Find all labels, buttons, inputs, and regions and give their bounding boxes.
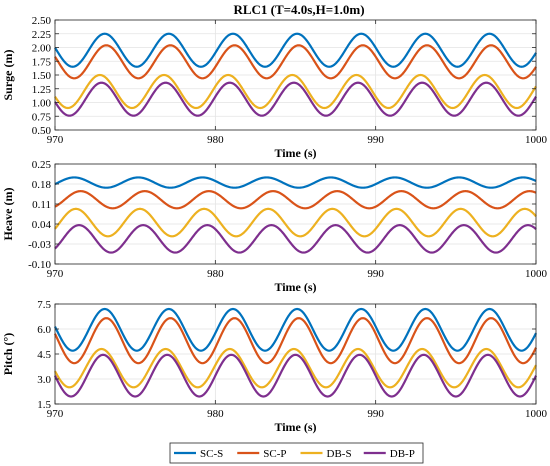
x-tick-label: 970 [47,408,64,420]
y-tick-label: 0.50 [32,125,52,137]
chart-panels: 0.50 0.751.00 1.25 1.50 1.752.00 2.25 2.50 970 9… [1,15,548,434]
chart-panel-3: 1.5 3.0 4.5 6.0 7.5 970 980 990 1000 Time (s) Pitc… [1,299,548,434]
series-line-db-s [54,73,537,110]
y-tick-label: 0.25 [32,159,52,171]
y-tick-label: 1.5 [37,399,51,411]
series-line-sc-s [54,32,537,68]
y-axis-label: Surge (m) [1,50,15,101]
series-line-db-p [54,81,537,117]
series-line-sc-p [54,317,537,365]
x-tick-label: 980 [207,408,224,420]
x-tick-label: 1000 [525,268,548,280]
series-line-db-s [54,207,537,238]
legend-label-db-s: DB-S [327,448,352,460]
legend: SC-S SC-P DB-S DB-P [169,442,424,464]
y-tick-label: 3.0 [37,374,51,386]
x-tick-label: 990 [367,268,384,280]
y-tick-label: 4.5 [37,349,51,361]
y-tick-label: -0.10 [28,259,51,271]
y-tick-label: 6.0 [37,324,51,336]
legend-box [169,442,424,464]
series-line-db-s [54,347,537,389]
y-tick-label: 2.50 [32,15,52,27]
legend-label-sc-p: SC-P [263,448,286,460]
series-line-sc-s [54,176,537,189]
chart-panel-2: -0.10 -0.03 0.04 0.11 0.18 0.25 970 980 990 1000 T… [1,159,548,294]
y-tick-label: 0.11 [32,199,51,211]
y-tick-label: 1.25 [32,84,52,96]
y-tick-label: 1.00 [32,98,52,110]
x-tick-label: 1000 [525,408,548,420]
x-tick-label: 970 [47,268,64,280]
y-tick-label: 1.75 [32,56,52,68]
y-axis-label: Heave (m) [1,188,15,241]
x-axis-label: Time (s) [274,420,316,434]
y-tick-label: 2.00 [32,43,52,55]
x-tick-label: 980 [207,268,224,280]
y-axis-label: Pitch (°) [1,333,15,375]
series-line-db-p [54,224,537,254]
series-line-sc-s [54,307,537,352]
y-tick-label: 0.04 [32,219,52,231]
chart-panel-1: 0.50 0.751.00 1.25 1.50 1.752.00 2.25 2.50 970 9… [1,15,548,160]
y-tick-label: 0.18 [32,179,52,191]
y-tick-label: 7.5 [37,299,51,311]
y-tick-label: 2.25 [32,29,52,41]
series-line-db-p [54,353,537,398]
figure-title: RLC1 (T=4.0s,H=1.0m) [233,2,364,17]
x-tick-label: 1000 [525,134,548,146]
legend-label-db-p: DB-P [390,448,415,460]
series-line-sc-p [54,44,537,80]
x-tick-label: 990 [367,134,384,146]
axes-box [54,163,537,265]
legend-label-sc-s: SC-S [200,448,223,460]
series-line-sc-p [54,190,537,210]
y-tick-label: 1.50 [32,70,52,82]
x-tick-label: 990 [367,408,384,420]
x-tick-label: 970 [47,134,64,146]
y-tick-label: 0.75 [32,111,52,123]
y-tick-label: -0.03 [28,239,51,251]
x-axis-label: Time (s) [274,146,316,160]
x-axis-label: Time (s) [274,280,316,294]
x-tick-label: 980 [207,134,224,146]
